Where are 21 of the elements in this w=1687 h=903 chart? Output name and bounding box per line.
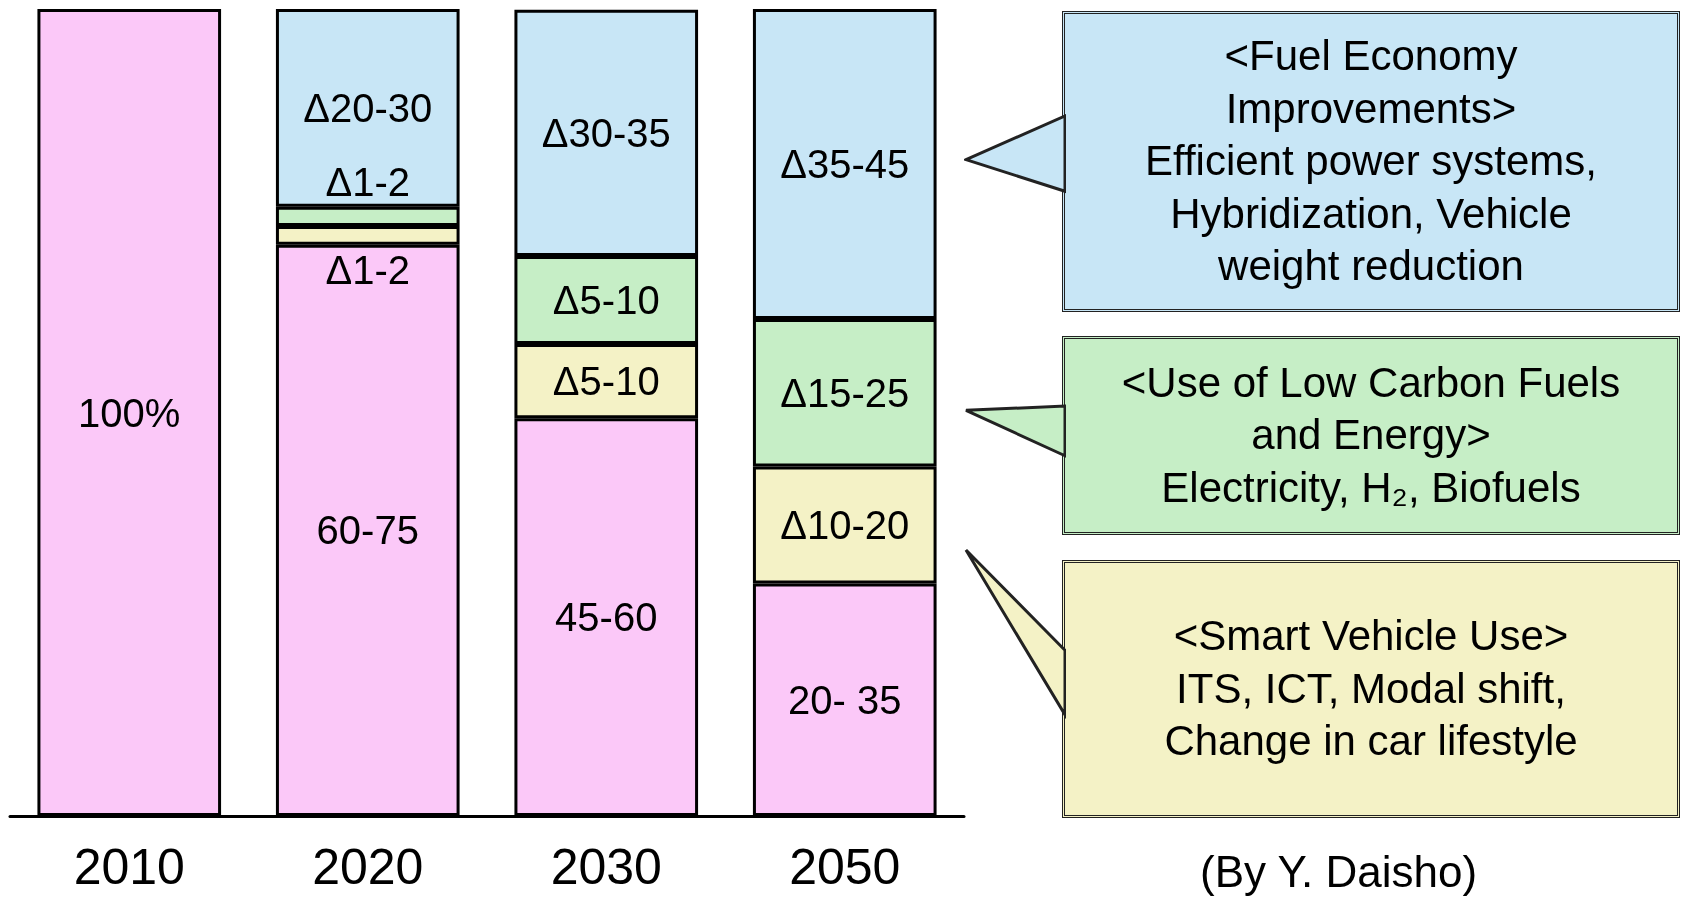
x-tick-label: 2050 [789,839,901,895]
data-label: 20- 35 [788,677,902,722]
data-label: Δ30-35 [541,110,671,155]
data-label: Δ20-30 [303,85,433,130]
data-label: Δ1-2 [325,159,411,204]
data-label: Δ5-10 [552,359,660,404]
data-label: Δ1-2 [325,247,411,292]
data-label: Δ35-45 [780,141,910,186]
data-label: Δ15-25 [780,370,910,415]
text: <Fuel Economy Improvements> Efficient power systems, Hybridization, Vehicle weight reduction [1143,31,1599,292]
text: <Use of Low Carbon Fuels and Energy> Electricity, H₂, Biofuels [1120,357,1622,513]
x-tick-label: 2010 [73,839,185,895]
data-label: Δ5-10 [552,277,660,322]
text: (By Y. Daisho) [1200,847,1478,897]
data-label: 100% [78,390,181,435]
data-label: 45-60 [555,595,658,640]
data-label: Δ10-20 [780,503,910,548]
x-tick-label: 2030 [550,839,662,895]
data-label: 60-75 [316,508,419,553]
x-tick-label: 2020 [312,839,424,895]
text: <Smart Vehicle Use> ITS, ICT, Modal shift, Change in car lifestyle [1163,611,1579,767]
